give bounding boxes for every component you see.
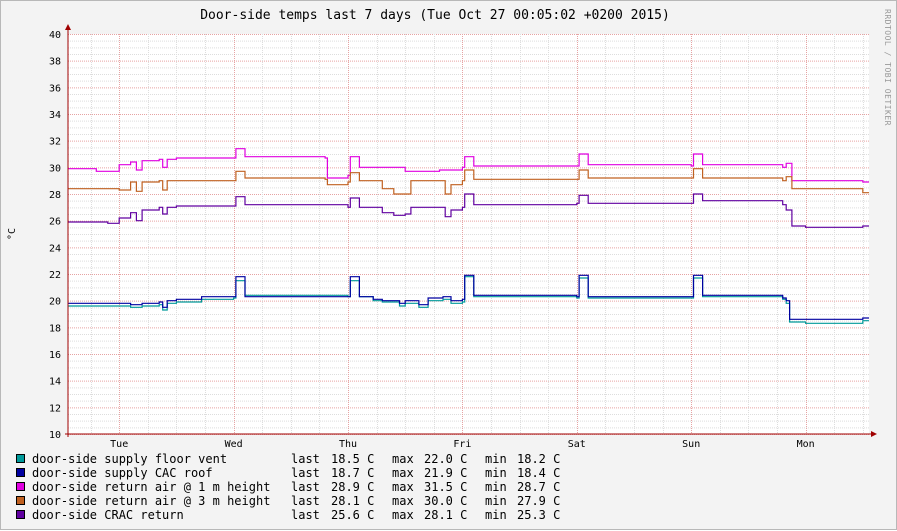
legend-swatch: [16, 510, 25, 519]
legend-swatch: [16, 454, 25, 463]
legend-max-label: max: [392, 494, 414, 508]
y-tick-label: 26: [49, 217, 61, 228]
y-tick-labels: 10 12 14 16 18 20 22 24 26 28 30 32 34 36 38 40: [49, 30, 61, 441]
y-tick-label: 22: [49, 270, 61, 281]
x-day-label: Thu: [339, 439, 357, 450]
legend-min-label: min: [485, 466, 507, 480]
x-day-label: Sun: [682, 439, 700, 450]
legend-min-label: min: [485, 508, 507, 522]
legend-min-value: 18.2 C: [517, 452, 560, 466]
x-axis-arrow: [871, 431, 877, 437]
legend-series-name: door-side supply CAC roof: [32, 466, 213, 480]
legend-last-label: last: [291, 466, 320, 480]
legend-last-value: 18.5 C: [331, 452, 374, 466]
legend-max-value: 22.0 C: [424, 452, 467, 466]
rrdtool-watermark: RRDTOOL / TOBI OETIKER: [883, 9, 892, 126]
legend-series-name: door-side supply floor vent: [32, 452, 227, 466]
series-line: [68, 274, 869, 320]
axes: [65, 24, 877, 437]
x-day-label: Fri: [453, 439, 471, 450]
x-day-label: Wed: [225, 439, 243, 450]
x-day-label: Tue: [110, 439, 128, 450]
legend-max-value: 31.5 C: [424, 480, 467, 494]
y-axis-arrow: [65, 24, 71, 30]
legend-last-value: 28.9 C: [331, 480, 374, 494]
y-tick-label: 40: [49, 30, 61, 41]
legend-last-value: 28.1 C: [331, 494, 374, 508]
legend-max-value: 28.1 C: [424, 508, 467, 522]
legend: door-side supply floor vent last 18.5 C max…: [16, 452, 560, 522]
y-tick-label: 18: [49, 323, 61, 334]
legend-min-label: min: [485, 480, 507, 494]
y-tick-label: 28: [49, 190, 61, 201]
grid-lines: [68, 34, 869, 435]
legend-swatch: [16, 468, 25, 477]
legend-max-label: max: [392, 452, 414, 466]
legend-max-label: max: [392, 480, 414, 494]
legend-last-value: 18.7 C: [331, 466, 374, 480]
y-tick-label: 32: [49, 137, 61, 148]
legend-series-name: door-side return air @ 3 m height: [32, 494, 270, 508]
series-line: [68, 193, 869, 228]
y-tick-label: 36: [49, 83, 61, 94]
legend-min-value: 18.4 C: [517, 466, 560, 480]
y-tick-label: 30: [49, 163, 61, 174]
legend-series-name: door-side return air @ 1 m height: [32, 480, 270, 494]
x-tick-labels: Tue Wed Thu Fri Sat Sun Mon: [110, 439, 814, 450]
legend-last-value: 25.6 C: [331, 508, 374, 522]
y-axis-label: °C: [7, 228, 18, 240]
legend-max-value: 21.9 C: [424, 466, 467, 480]
x-day-label: Sat: [568, 439, 586, 450]
series-line: [68, 148, 869, 183]
legend-swatch: [16, 496, 25, 505]
series-lines: [68, 148, 869, 324]
legend-last-label: last: [291, 494, 320, 508]
x-day-label: Mon: [797, 439, 815, 450]
y-tick-label: 12: [49, 403, 61, 414]
chart-title: Door-side temps last 7 days (Tue Oct 27 …: [200, 8, 670, 23]
legend-last-label: last: [291, 508, 320, 522]
y-tick-label: 24: [49, 243, 61, 254]
legend-min-value: 25.3 C: [517, 508, 560, 522]
legend-max-label: max: [392, 508, 414, 522]
y-tick-label: 14: [49, 377, 61, 388]
legend-series-name: door-side CRAC return: [32, 508, 184, 522]
series-line: [68, 168, 869, 195]
legend-last-label: last: [291, 452, 320, 466]
legend-max-value: 30.0 C: [424, 494, 467, 508]
legend-min-value: 27.9 C: [517, 494, 560, 508]
y-tick-label: 38: [49, 57, 61, 68]
y-tick-label: 10: [49, 430, 61, 441]
y-tick-label: 34: [49, 110, 61, 121]
legend-min-value: 28.7 C: [517, 480, 560, 494]
legend-last-label: last: [291, 480, 320, 494]
y-tick-label: 20: [49, 297, 61, 308]
legend-max-label: max: [392, 466, 414, 480]
y-tick-label: 16: [49, 350, 61, 361]
legend-min-label: min: [485, 452, 507, 466]
legend-swatch: [16, 482, 25, 491]
legend-min-label: min: [485, 494, 507, 508]
